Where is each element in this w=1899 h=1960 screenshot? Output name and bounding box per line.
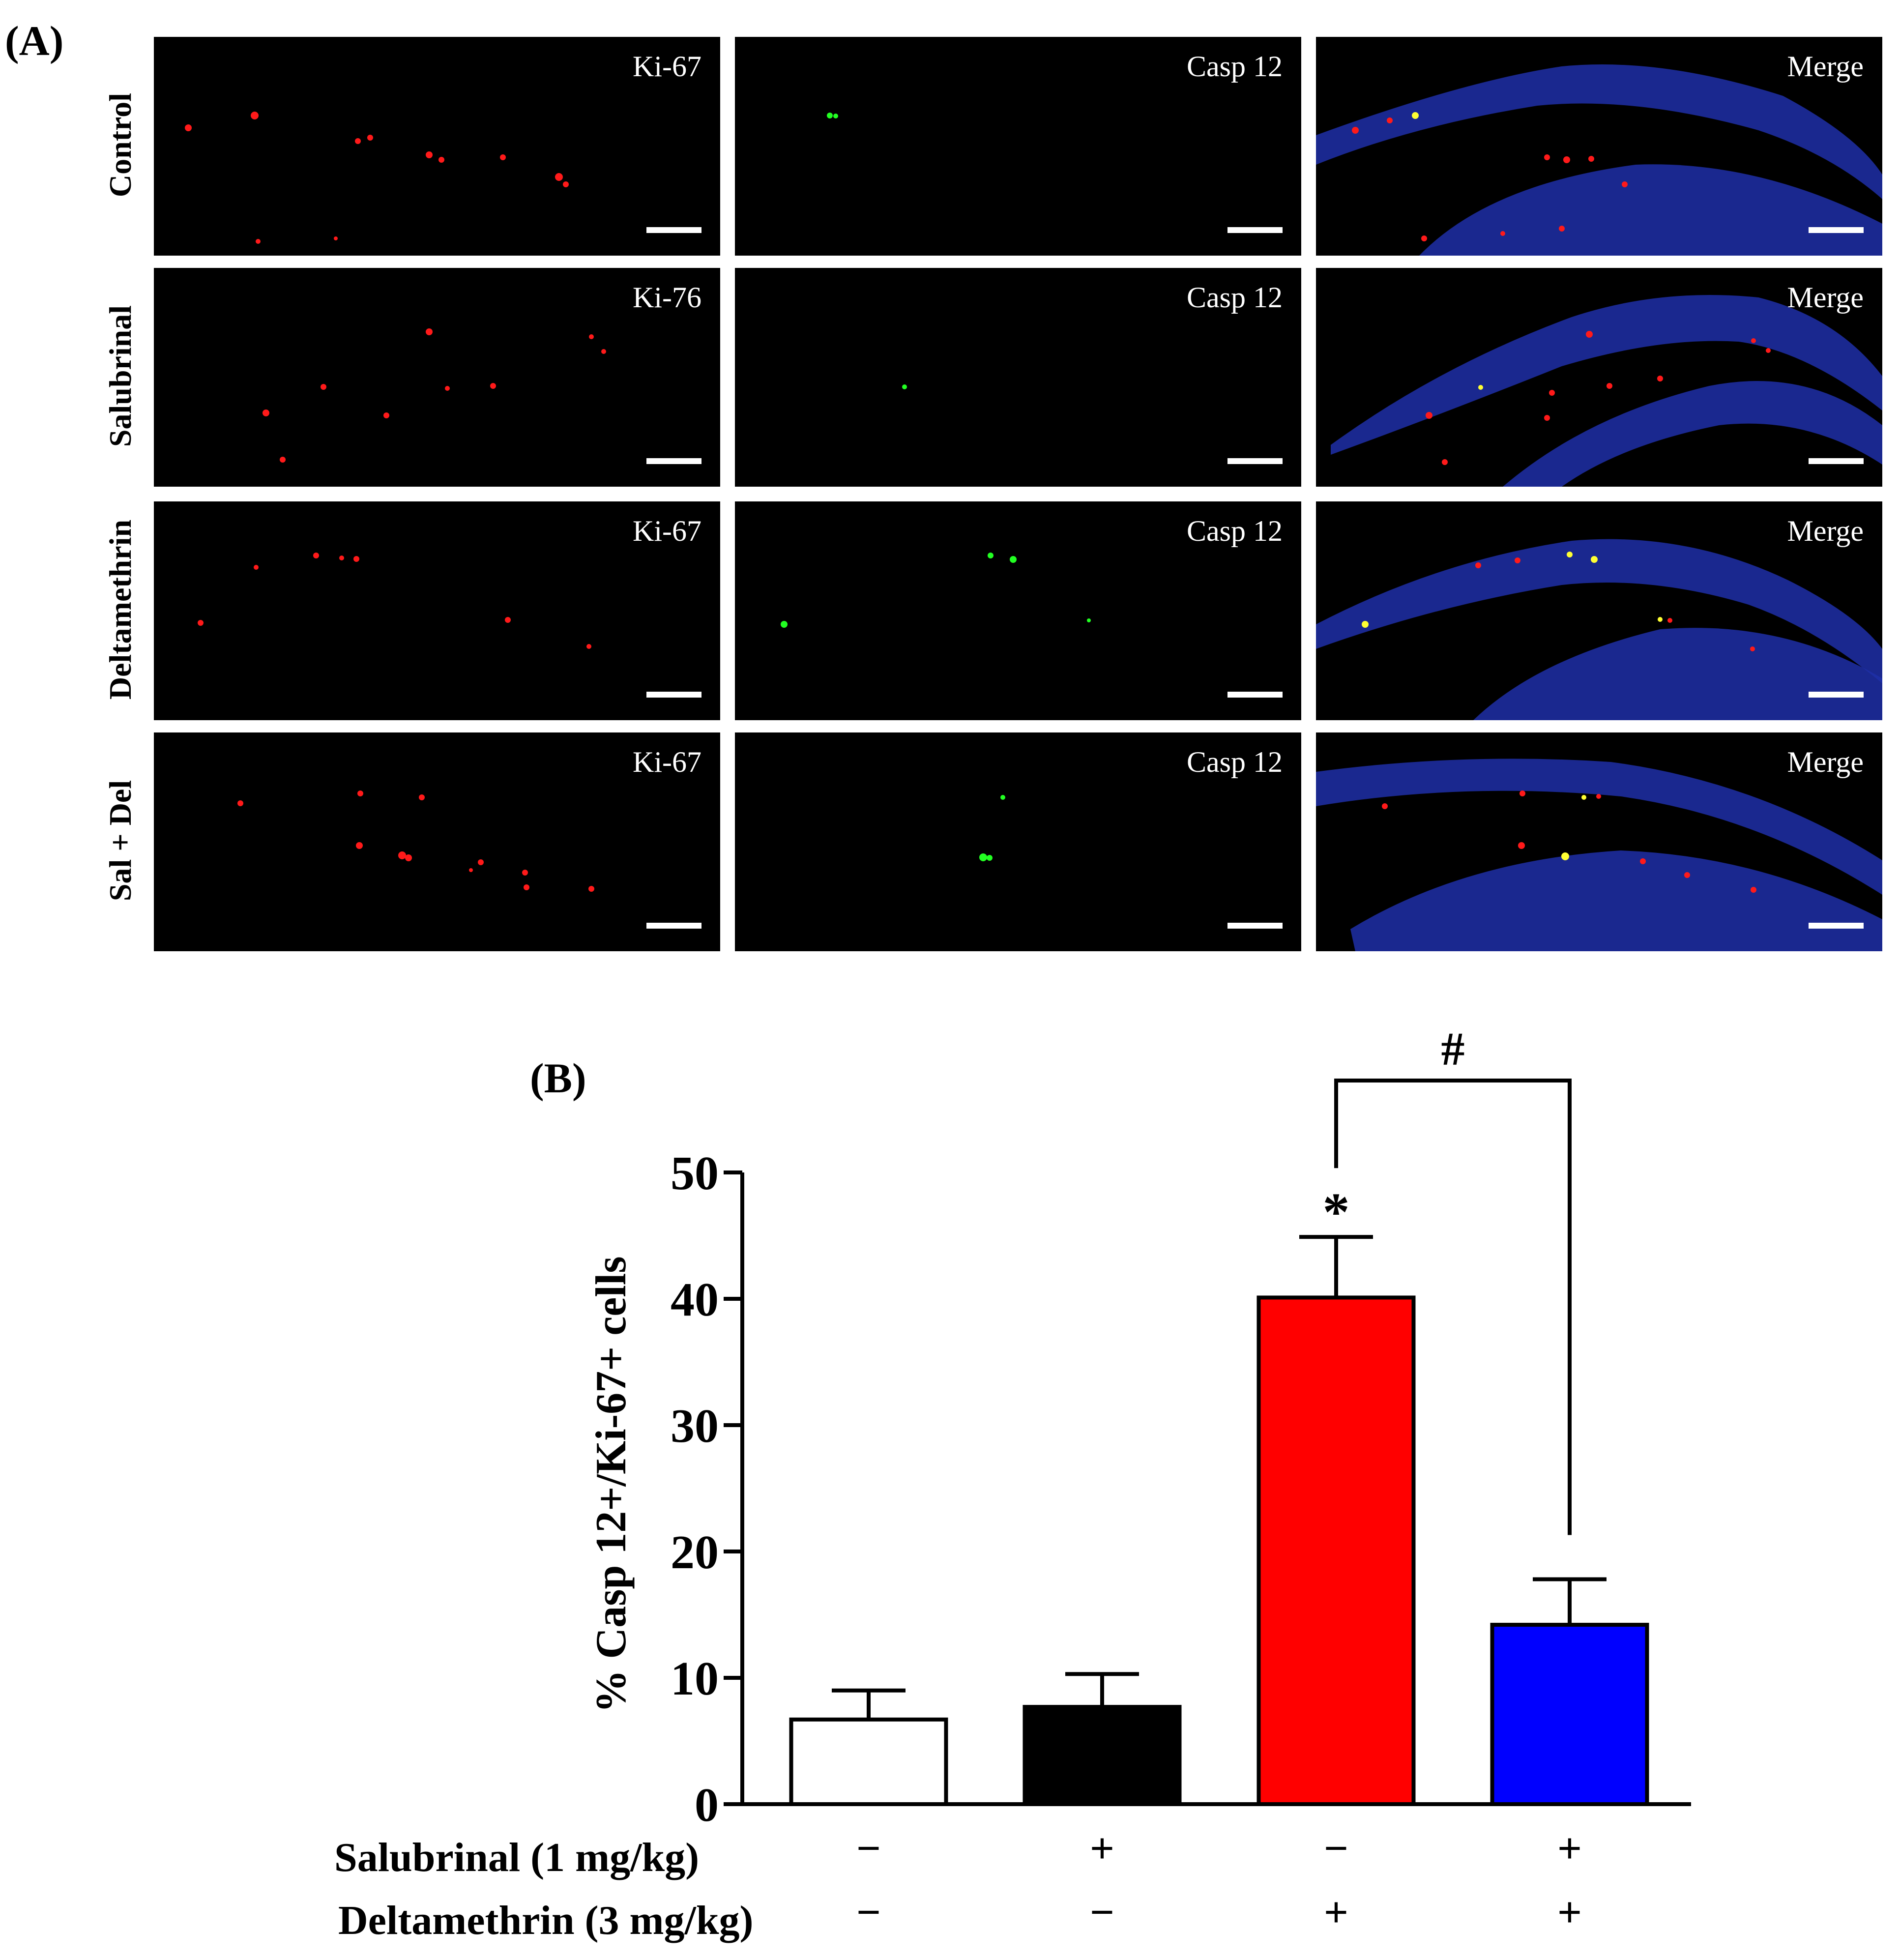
significance-bracket bbox=[1334, 1079, 1572, 1535]
micrograph-salubrinal-casp12: Casp 12 bbox=[735, 268, 1301, 487]
scale-bar bbox=[1227, 227, 1283, 233]
significance-star: * bbox=[1323, 1182, 1350, 1242]
scale-bar bbox=[1809, 923, 1864, 929]
channel-label: Ki-76 bbox=[633, 281, 701, 314]
channel-label: Ki-67 bbox=[633, 50, 701, 83]
micrograph-salubrinal-merge: Merge bbox=[1316, 268, 1882, 487]
channel-label: Casp 12 bbox=[1187, 515, 1283, 547]
condition-label-deltamethrin: Deltamethrin (3 mg/kg) bbox=[338, 1898, 754, 1943]
scale-bar bbox=[1227, 692, 1283, 698]
condition-sign: + bbox=[1089, 1825, 1115, 1872]
scale-bar bbox=[1809, 458, 1864, 464]
scale-bar bbox=[646, 227, 701, 233]
micrograph-sal-del-ki67: Ki-67 bbox=[154, 732, 720, 951]
bar-deltamethrin bbox=[1256, 1295, 1416, 1806]
y-tick-label: 50 bbox=[671, 1147, 719, 1200]
micrograph-sal-del-merge: Merge bbox=[1316, 732, 1882, 951]
condition-label-salubrinal: Salubrinal (1 mg/kg) bbox=[334, 1835, 700, 1880]
scale-bar bbox=[646, 458, 701, 464]
channel-label: Casp 12 bbox=[1187, 50, 1283, 83]
micrograph-control-ki67: Ki-67 bbox=[154, 37, 720, 256]
micrograph-deltamethrin-casp12: Casp 12 bbox=[735, 501, 1301, 720]
micrograph-deltamethrin-merge: Merge bbox=[1316, 501, 1882, 720]
condition-sign: + bbox=[1557, 1889, 1582, 1936]
channel-label: Ki-67 bbox=[633, 746, 701, 778]
micrograph-salubrinal-ki76: Ki-76 bbox=[154, 268, 720, 487]
panel-b-label: (B) bbox=[530, 1054, 586, 1102]
y-tick-label: 20 bbox=[671, 1526, 719, 1579]
bar-control bbox=[789, 1717, 948, 1807]
condition-sign: + bbox=[1323, 1889, 1349, 1936]
channel-label: Merge bbox=[1787, 515, 1864, 547]
channel-label: Casp 12 bbox=[1187, 281, 1283, 314]
channel-label: Casp 12 bbox=[1187, 746, 1283, 778]
channel-label: Merge bbox=[1787, 746, 1864, 778]
panel-a-label: (A) bbox=[5, 17, 64, 64]
micrograph-sal-del-casp12: Casp 12 bbox=[735, 732, 1301, 951]
channel-label: Ki-67 bbox=[633, 515, 701, 547]
y-tick-label: 30 bbox=[671, 1400, 719, 1453]
y-tick-label: 10 bbox=[671, 1652, 719, 1705]
micrograph-deltamethrin-ki67: Ki-67 bbox=[154, 501, 720, 720]
y-tick-label: 40 bbox=[671, 1273, 719, 1326]
condition-sign: − bbox=[1089, 1889, 1115, 1936]
condition-sign: − bbox=[856, 1889, 881, 1936]
condition-sign: + bbox=[1557, 1825, 1582, 1872]
scale-bar bbox=[646, 923, 701, 929]
y-tick-label: 0 bbox=[695, 1779, 719, 1832]
bar-sal-del bbox=[1490, 1623, 1649, 1807]
micrograph-control-casp12: Casp 12 bbox=[735, 37, 1301, 256]
channel-label: Merge bbox=[1787, 281, 1864, 314]
micrograph-control-merge: Merge bbox=[1316, 37, 1882, 256]
scale-bar bbox=[1227, 458, 1283, 464]
scale-bar bbox=[1809, 692, 1864, 698]
significance-hash: # bbox=[1441, 1023, 1465, 1075]
channel-label: Merge bbox=[1787, 50, 1864, 83]
scale-bar bbox=[646, 692, 701, 698]
condition-sign: − bbox=[1323, 1825, 1349, 1872]
scale-bar bbox=[1809, 227, 1864, 233]
scale-bar bbox=[1227, 923, 1283, 929]
bar-salubrinal bbox=[1023, 1705, 1182, 1807]
condition-sign: − bbox=[856, 1825, 881, 1872]
y-axis-label: % Casp 12+/Ki-67+ cells bbox=[587, 1257, 635, 1713]
